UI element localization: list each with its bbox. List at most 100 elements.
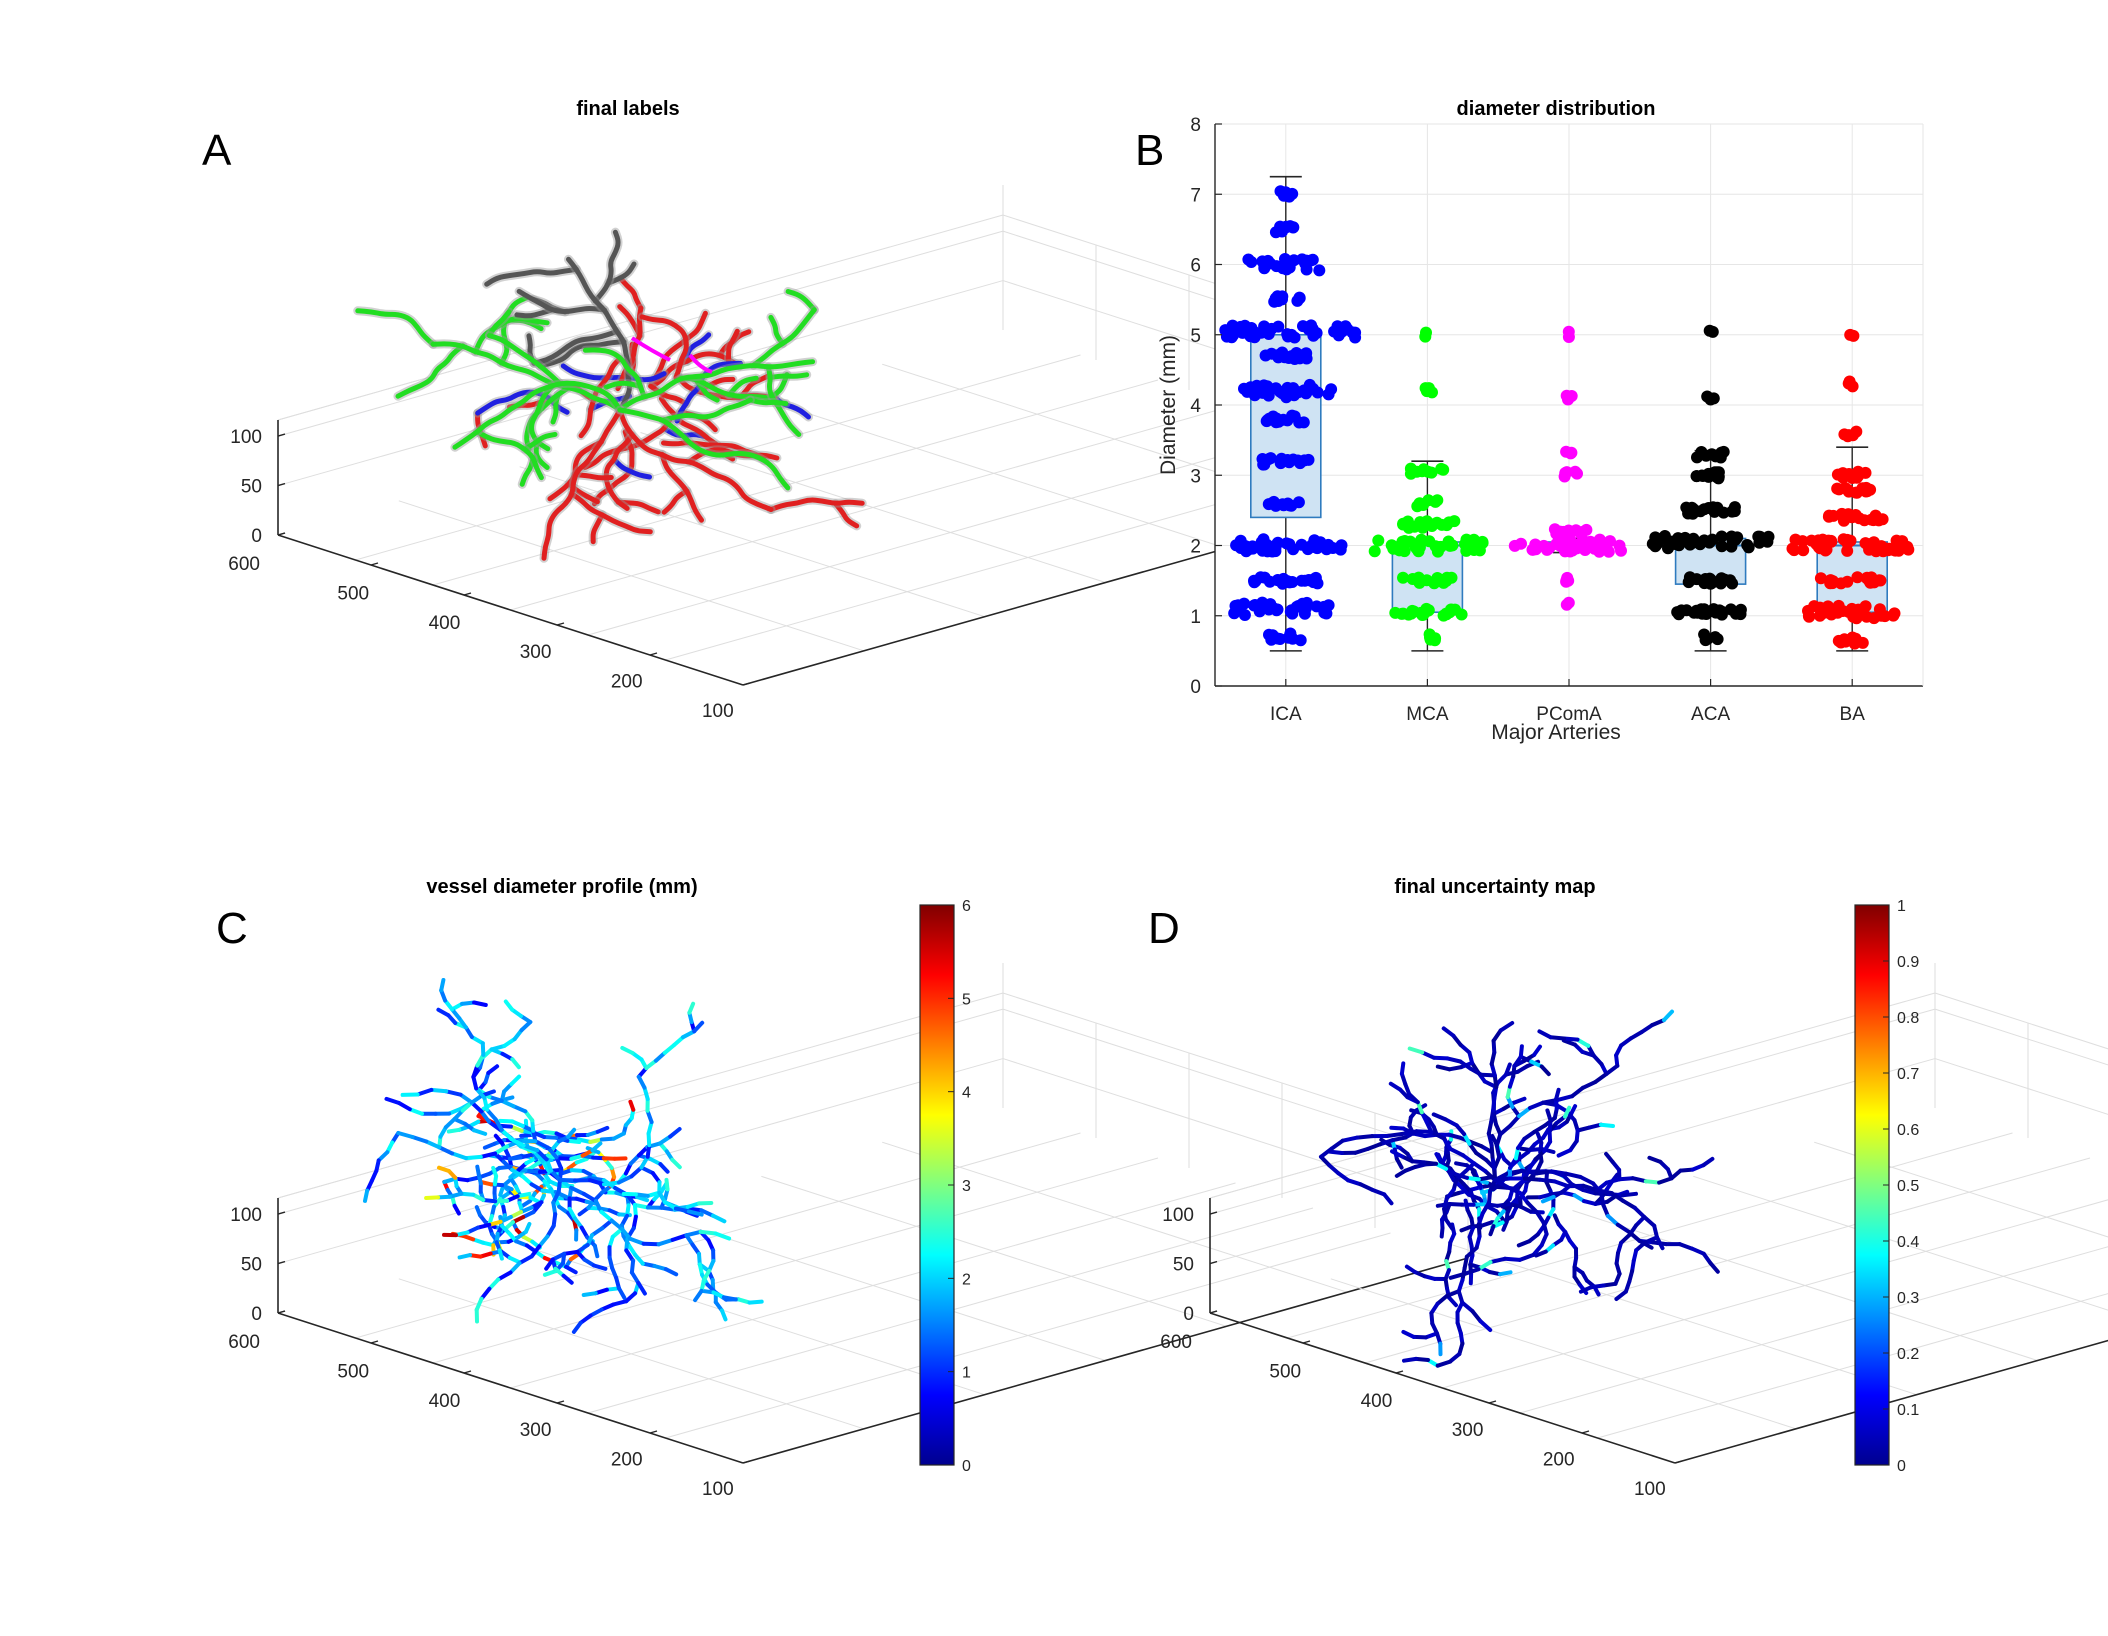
colorbar-tick-label: 0.2 [1897,1346,1919,1363]
x-tick-mark [463,1370,472,1374]
y-tick-label: 2 [1190,537,1201,558]
x-axis-line [277,534,744,686]
vessel-segment [1370,1187,1387,1197]
vessel-segment [562,1249,580,1256]
y-tick-label: 7 [1190,185,1201,206]
panel-d-x-ticks: 600 500 400 300 200 100 [1160,1310,1683,1500]
vessel-segment [1595,1188,1614,1196]
data-point [1859,600,1872,613]
data-point [1286,187,1299,200]
vessel-segment [1615,1222,1632,1235]
panel-letter-a: A [202,126,232,175]
vessel-segment [1389,1125,1406,1131]
x-tick-label: MCA [1406,704,1449,725]
vessel-segment [588,393,633,412]
vessel-segment [617,407,774,512]
data-point [1280,263,1293,276]
vessel-segment [450,1151,468,1161]
panel-letter-c: C [216,904,248,953]
vessel-segment [1647,1155,1663,1164]
y-tick-label: 3 [1190,466,1201,487]
vessel-segment [1535,1131,1544,1145]
data-point [1841,430,1854,443]
vessel-segment [1429,1130,1446,1141]
vessel-segment [1554,1087,1561,1102]
vessel-segment [528,1195,542,1205]
vessel-segment [458,1092,474,1105]
x-tick-mark [1488,1400,1497,1404]
vessel-segment [529,1182,545,1193]
vessel-segment [519,1132,536,1138]
panel-a-vessel-tree [353,227,867,563]
vessel-segment [507,1155,523,1161]
vessel-segment [1411,1334,1428,1340]
vessel-segment [1630,1176,1648,1184]
data-point [1859,466,1872,479]
vessel-segment [514,307,555,319]
vessel-segment [1601,1281,1618,1288]
vessel-segment [521,1143,540,1153]
vessel-segment [719,1308,728,1322]
data-point [1572,539,1585,552]
data-point [1401,517,1414,530]
data-point [1473,544,1486,557]
vessel-segment [1639,1023,1655,1034]
vessel-segment [496,1270,513,1282]
y-tick-label: 6 [1190,256,1201,277]
data-point [1311,537,1324,550]
y-axis-line [742,1257,1469,1464]
vessel-segment [1555,1094,1575,1102]
vessel-segment [578,1313,593,1325]
data-point [1268,602,1281,615]
vessel-segment [1491,1028,1503,1043]
vessel-segment [1329,1138,1345,1151]
data-point [1762,530,1775,543]
colorbar-tick-label: 0 [1897,1458,1906,1475]
data-point [1682,576,1695,589]
x-tick-mark [649,1430,658,1434]
vessel-segment [1580,1079,1598,1090]
data-point [1322,599,1335,612]
data-point [1701,390,1714,403]
vessel-segment [687,1001,696,1015]
x-axis-line [277,1312,744,1464]
vessel-segment [1401,1329,1416,1339]
data-point [1734,603,1747,616]
data-point [1261,380,1274,393]
data-point [1341,323,1354,336]
vessel-segment [581,1191,598,1203]
data-point [1232,599,1245,612]
data-point [1429,632,1442,645]
vessel-segment [571,1320,583,1334]
vessel-segment [1563,1105,1572,1119]
vessel-segment [1441,1026,1456,1038]
z-tick-mark [277,433,286,437]
data-point [1270,416,1283,429]
vessel-segment [511,1104,528,1114]
vessel-segment [1605,1213,1620,1227]
vessel-segment [686,1209,704,1217]
vessel-segment [509,1074,522,1086]
vessel-segment [1561,1038,1577,1047]
vessel-segment [621,1191,638,1197]
data-point [1432,574,1444,587]
data-point [1825,608,1838,621]
vessel-segment [407,1107,424,1116]
data-point [1874,574,1887,587]
vessel-segment [1534,1249,1548,1258]
vessel-segment [1537,1029,1553,1040]
vessel-segment [1390,1135,1408,1143]
vessel-segment [1508,1114,1522,1128]
data-point [1415,533,1428,546]
z-tick-label: 100 [1162,1205,1194,1226]
vessel-segment [1539,1232,1549,1248]
vessel-segment [541,407,623,561]
colorbar-tick-label: 0.4 [1897,1234,1919,1251]
data-point [1416,465,1429,478]
vessel-segment [1575,1037,1591,1048]
x-tick-label: PComA [1536,704,1602,725]
x-tick-mark [742,1460,751,1464]
panel-c-x-ticks: 600 500 400 300 200 100 [228,1310,751,1500]
